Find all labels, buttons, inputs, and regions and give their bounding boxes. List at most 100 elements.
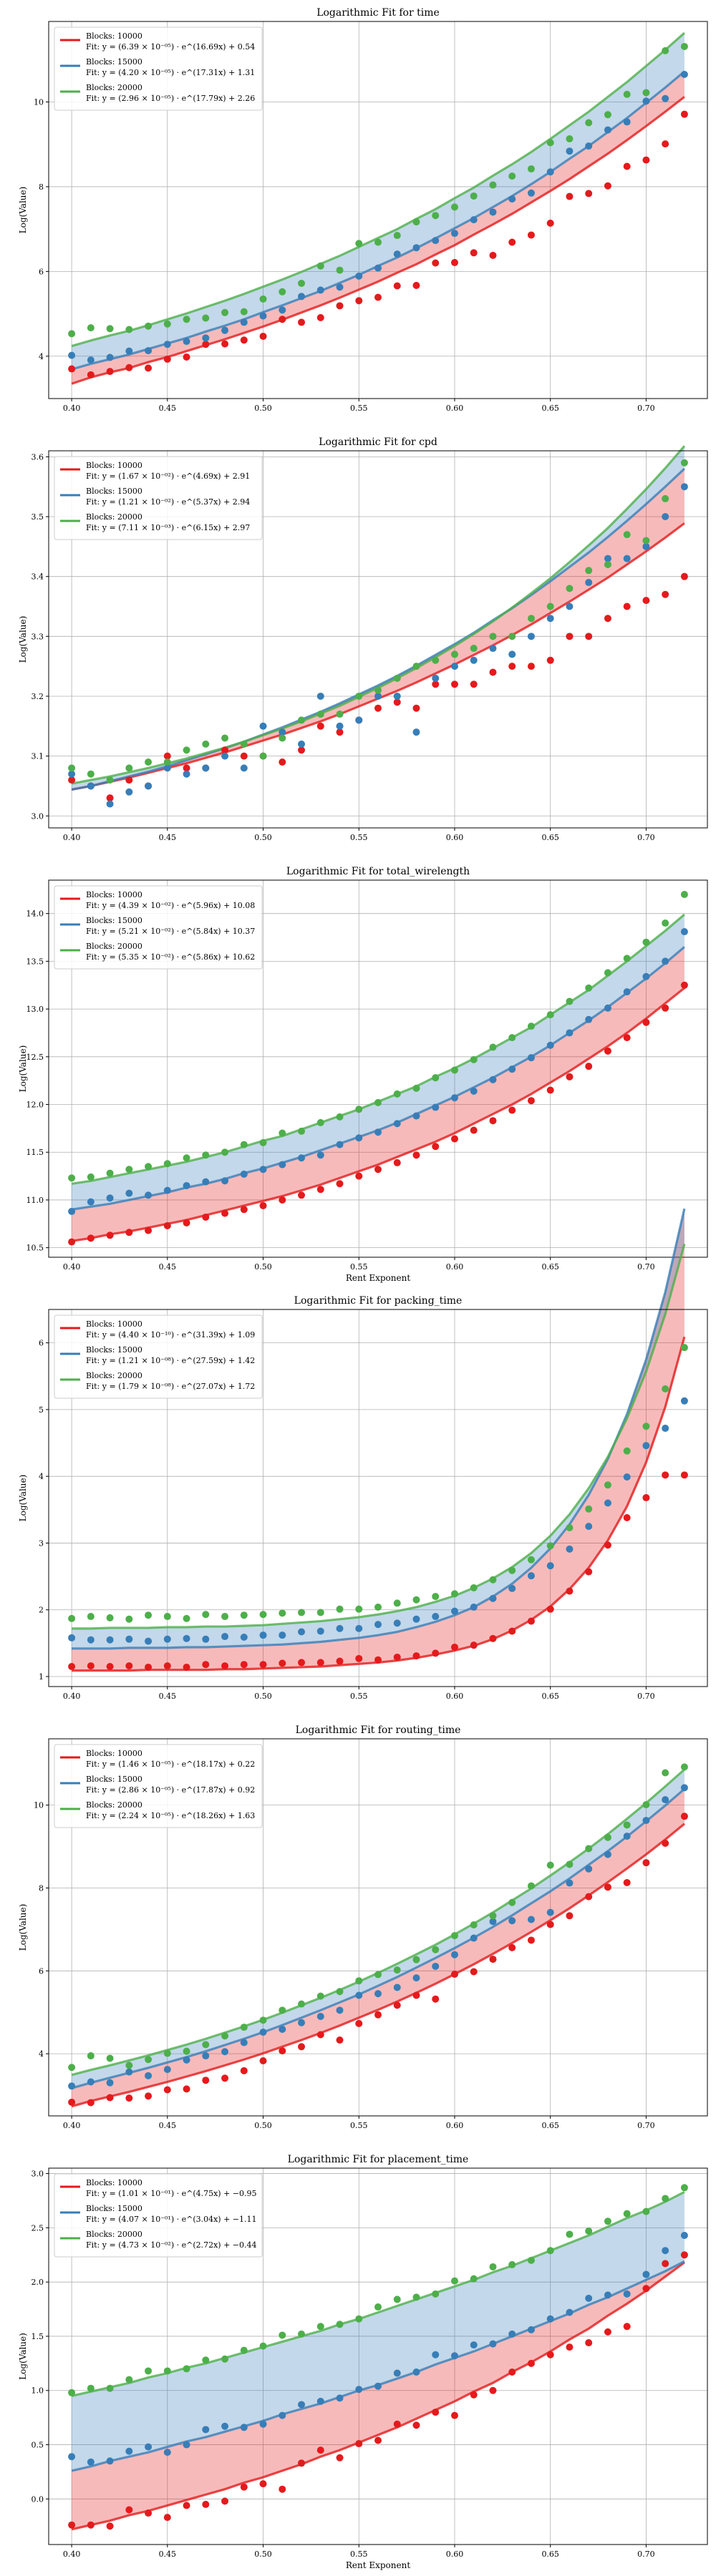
data-point [279,288,286,296]
data-point [221,1633,229,1641]
data-point [470,1126,478,1134]
data-point [240,308,248,316]
data-point [163,2049,171,2057]
legend-box [54,1744,263,1828]
data-point [412,1956,420,1963]
data-point [412,704,420,712]
data-point [604,111,611,119]
x-tick-label: 0.60 [446,2550,464,2559]
data-point [527,1097,535,1105]
data-point [183,316,190,323]
data-point [240,2024,248,2031]
data-point [298,2459,306,2467]
data-point [163,2086,171,2094]
data-point [125,788,133,796]
data-point [145,782,153,790]
legend-fit-label: Fit: y = (2.24 × 10⁻⁰⁵) · e^(18.26x) + 1… [86,1811,255,1820]
data-point [662,1796,669,1804]
data-point [393,698,401,706]
data-point [183,338,190,346]
data-point [489,181,497,189]
data-point [585,1865,593,1873]
data-point [680,71,688,79]
data-point [585,984,593,992]
data-point [298,1628,306,1636]
data-point [106,2094,114,2102]
y-axis-label: Log(Value) [18,187,28,234]
data-point [623,988,631,996]
data-point [393,1090,401,1098]
data-point [87,2458,95,2466]
y-axis-label: Log(Value) [18,1904,28,1951]
data-point [585,1893,593,1901]
data-point [393,250,401,258]
data-point [470,2275,478,2283]
data-point [106,794,114,802]
x-tick-label: 0.40 [63,1262,81,1272]
data-point [336,266,344,274]
data-point [450,2352,458,2360]
data-point [450,2277,458,2285]
data-point [298,1191,306,1199]
data-point [183,2365,190,2373]
data-point [259,1611,267,1619]
data-point [68,1174,76,1182]
data-point [336,728,344,736]
legend: Blocks: 10000 Fit: y = (4.39 × 10⁻⁰²) · e… [54,885,263,970]
data-point [642,89,650,97]
data-point [202,2077,210,2084]
data-point [125,364,133,371]
data-point [412,2368,420,2376]
data-point [546,1605,554,1613]
data-point [87,1173,95,1181]
data-point [393,1619,401,1627]
y-tick-label: 3.6 [32,452,44,462]
data-point [259,2029,267,2036]
data-point [221,2032,229,2040]
data-point [527,615,535,623]
x-tick-label: 0.65 [541,1692,559,1701]
data-point [125,2094,133,2102]
x-tick-label: 0.70 [637,2550,655,2559]
data-point [642,938,650,946]
x-tick-label: 0.55 [350,1692,368,1701]
data-point [221,1613,229,1621]
data-point [106,2384,114,2392]
data-point [106,776,114,784]
data-point [470,1055,478,1063]
data-point [374,1971,382,1979]
data-point [259,1138,267,1146]
x-tick-label: 0.60 [446,833,464,842]
data-point [183,2441,190,2449]
data-point [374,686,382,694]
data-point [432,2290,440,2298]
data-point [566,1860,574,1868]
data-point [662,590,669,598]
data-point [412,2293,420,2301]
data-point [680,2231,688,2239]
data-point [145,1226,153,1234]
data-point [221,340,229,348]
data-point [527,1882,535,1890]
data-point [221,752,229,760]
data-point [298,2401,306,2409]
data-point [316,286,324,294]
data-point [202,2426,210,2434]
data-point [412,2421,420,2429]
data-point [623,1878,631,1886]
data-point [259,312,267,320]
data-point [604,560,611,568]
data-point [87,1636,95,1644]
fit-line-0 [71,2261,685,2531]
data-point [566,585,574,592]
data-point [489,251,497,259]
fill-band-1 [72,32,684,370]
data-point [316,262,324,270]
data-point [450,1135,458,1143]
x-axis-label: Rent Exponent [346,1273,410,1283]
data-point [374,238,382,246]
data-point [432,656,440,664]
data-point [680,2251,688,2259]
data-point [680,42,688,50]
